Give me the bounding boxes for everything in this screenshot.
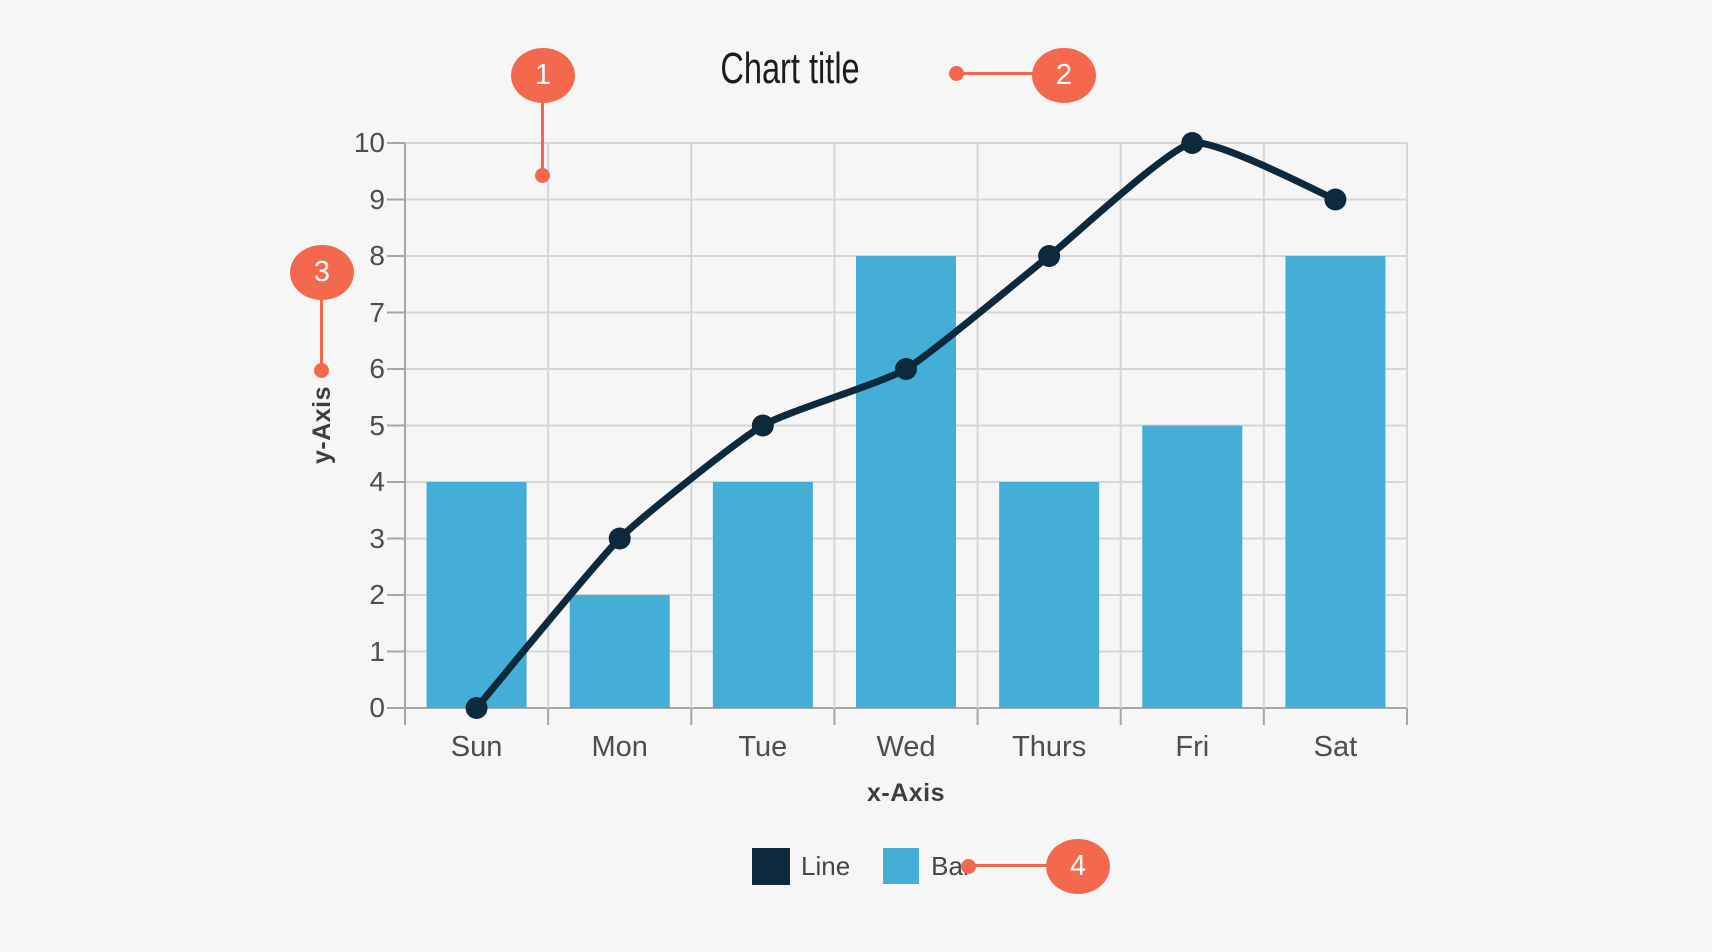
bar-mon (569, 595, 670, 708)
x-tick-label-sun: Sun (450, 731, 503, 763)
annotation-badge-1: 1 (511, 48, 575, 103)
y-tick-label-3: 3 (369, 522, 385, 554)
bar-thurs (999, 482, 1100, 708)
annotation-badge-3: 3 (290, 245, 354, 300)
annotation-2-stem (962, 72, 1034, 75)
annotation-badge-2: 2 (1032, 48, 1096, 103)
annotation-1-pointer-dot-icon (535, 168, 550, 183)
y-tick-label-6: 6 (369, 353, 385, 384)
annotation-4-stem (975, 864, 1048, 867)
bar-fri (1142, 425, 1243, 708)
annotation-1-stem (541, 100, 544, 170)
annotation-3-pointer-dot-icon (314, 363, 329, 378)
annotation-4-pointer-dot-icon (961, 859, 976, 874)
line-point-thurs (1038, 245, 1061, 267)
annotation-3-stem (320, 297, 323, 365)
y-axis-title: y-Axis (308, 385, 336, 465)
y-tick-label-0: 0 (369, 692, 385, 723)
annotation-2-pointer-dot-icon (949, 66, 964, 81)
y-tick-label-9: 9 (369, 183, 385, 215)
y-tick-label-10: 10 (353, 127, 385, 158)
x-tick-label-wed: Wed (876, 731, 936, 763)
legend-swatch-bar-icon (883, 848, 920, 884)
line-point-tue (751, 414, 774, 437)
y-tick-label-1: 1 (369, 635, 385, 667)
x-tick-label-mon: Mon (591, 731, 648, 763)
bar-wed (856, 256, 956, 708)
x-tick-label-thurs: Thurs (1012, 731, 1087, 763)
y-tick-label-7: 7 (369, 296, 385, 328)
x-axis-title: x-Axis (866, 779, 946, 807)
y-tick-label-8: 8 (369, 240, 385, 271)
line-point-mon (608, 527, 631, 550)
legend: Line Bar (752, 846, 972, 886)
chart-title: Chart title (720, 44, 860, 93)
line-point-fri (1181, 132, 1204, 154)
y-tick-label-5: 5 (369, 409, 385, 441)
line-point-sun (465, 697, 488, 719)
legend-swatch-line-icon (752, 847, 790, 885)
line-point-sat (1324, 188, 1347, 211)
bar-sat (1285, 256, 1386, 708)
x-tick-label-sat: Sat (1313, 731, 1358, 763)
x-tick-label-tue: Tue (738, 731, 788, 763)
y-tick-label-4: 4 (369, 466, 385, 497)
annotation-badge-4: 4 (1046, 839, 1110, 894)
x-tick-label-fri: Fri (1175, 731, 1210, 763)
legend-label-line: Line (801, 850, 851, 881)
bar-tue (712, 482, 813, 708)
bar-sun (426, 482, 527, 708)
line-point-wed (895, 358, 917, 380)
y-tick-label-2: 2 (369, 579, 385, 610)
